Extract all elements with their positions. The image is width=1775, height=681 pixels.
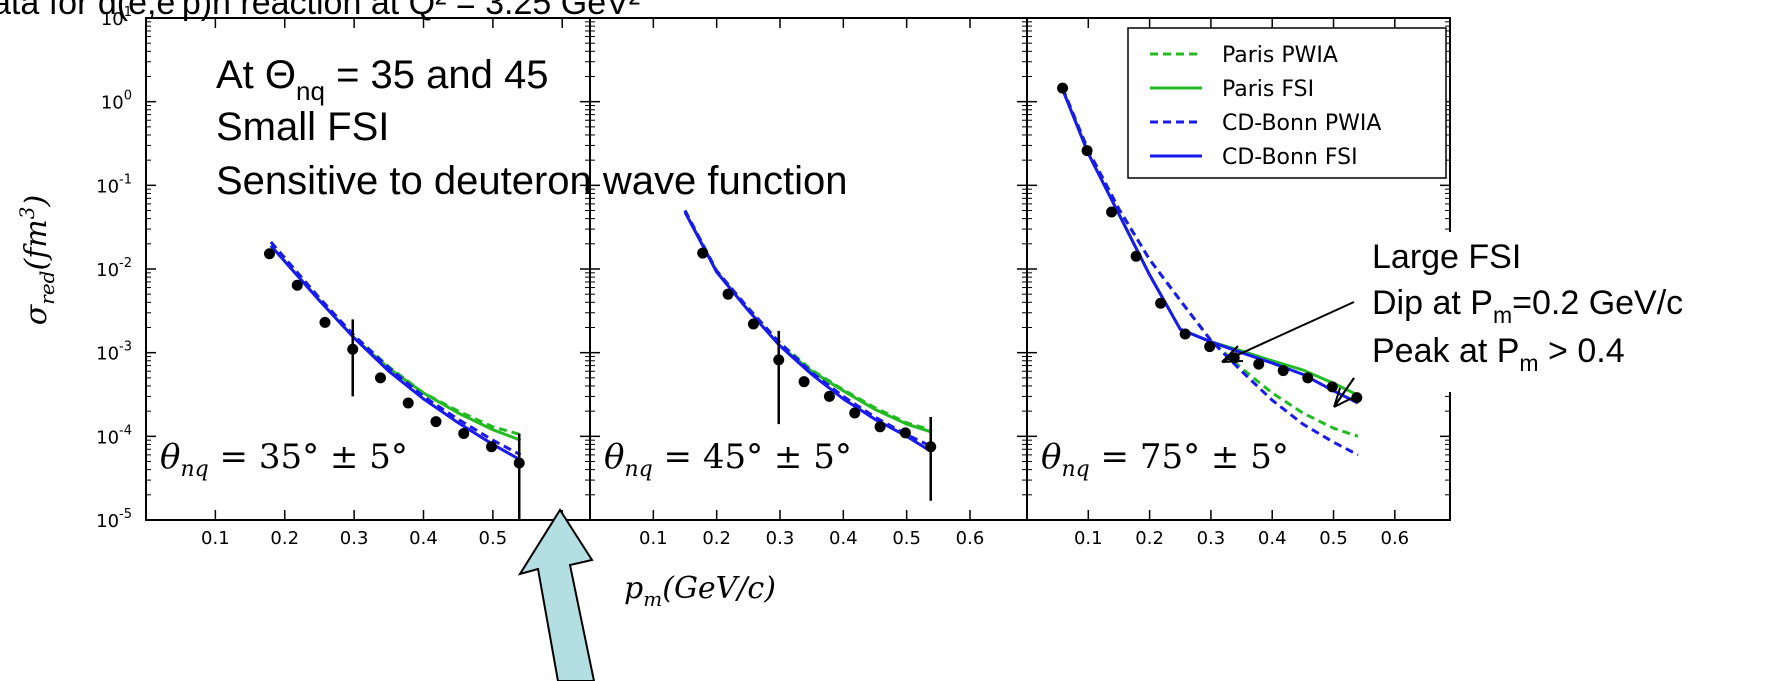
data-point — [1302, 372, 1314, 384]
curve-paris-pwia — [269, 241, 522, 437]
y-tick-label: 10-4 — [96, 423, 132, 448]
curve-cd-bonn-fsi — [683, 211, 933, 454]
y-tick-label: 10-3 — [96, 340, 132, 365]
x-tick-label: 0.3 — [766, 528, 795, 549]
curve-cd-bonn-pwia — [683, 209, 933, 449]
annotation-right-line1: Large FSI — [1372, 238, 1521, 276]
curve-paris-pwia — [683, 209, 933, 432]
x-tick-label: 0.5 — [892, 528, 921, 549]
y-tick-label: 10-1 — [96, 172, 132, 197]
pointer-arrow — [517, 508, 596, 681]
data-point — [1081, 145, 1093, 157]
axis-ticks — [146, 17, 1450, 521]
legend-label: CD-Bonn FSI — [1222, 145, 1358, 170]
x-tick-label: 0.1 — [201, 528, 230, 549]
data-point — [485, 441, 497, 453]
x-tick-label: 0.5 — [479, 528, 508, 549]
data-point — [899, 427, 911, 439]
annotation-right-line3: Peak at Pm > 0.4 — [1372, 332, 1625, 376]
callout-arrows — [1221, 301, 1355, 408]
data-point — [925, 441, 937, 453]
x-tick-label: 0.4 — [409, 528, 438, 549]
data-point — [1351, 392, 1363, 404]
data-point — [773, 354, 785, 366]
callout-arrowhead-peak — [1333, 377, 1355, 408]
data-point — [823, 390, 835, 402]
x-tick-label: 0.3 — [340, 528, 369, 549]
data-point — [1106, 206, 1118, 218]
annotation-left-line1: At Θnq = 35 and 45 — [216, 53, 549, 106]
data-point — [1204, 341, 1216, 353]
data-point — [430, 416, 442, 428]
annotation-right: Large FSI Dip at Pm=0.2 GeV/c Peak at Pm… — [1372, 238, 1683, 376]
curve-cd-bonn-fsi — [269, 244, 522, 462]
annotation-right-background — [1354, 232, 1775, 392]
x-tick-label: 0.2 — [270, 528, 299, 549]
data-point — [798, 376, 810, 388]
data-point — [697, 247, 709, 259]
curve-cd-bonn-pwia — [1061, 87, 1359, 457]
data-point — [1253, 358, 1265, 370]
panel-labels: θnq = 35° ± 5° θnq = 45° ± 5° θnq = 75° ± … — [160, 437, 1289, 482]
x-tick-label: 0.6 — [1381, 528, 1410, 549]
data-point — [513, 457, 525, 469]
data-point — [849, 407, 861, 419]
curve-paris-fsi — [269, 244, 522, 442]
x-tick-label: 0.1 — [639, 528, 668, 549]
data-point — [747, 318, 759, 330]
y-tick-label: 10-5 — [96, 507, 132, 532]
x-axis-label: pm(GeV/c) — [624, 571, 776, 611]
panel-label: θnq = 75° ± 5° — [1041, 437, 1289, 482]
tick-labels: 0.1 0.2 0.3 0.4 0.5 0.6 0.1 0.2 0.3 0.4 0.5 0.6 0.1 0… — [96, 5, 1409, 549]
data-point — [402, 397, 414, 409]
x-tick-label: 0.5 — [1319, 528, 1348, 549]
data-point — [374, 372, 386, 384]
x-tick-label: 0.6 — [956, 528, 985, 549]
legend-label: CD-Bonn PWIA — [1222, 111, 1381, 136]
callout-arrowhead-dip — [1221, 345, 1244, 363]
curve-cd-bonn-pwia — [269, 241, 522, 457]
data-point — [1057, 82, 1069, 94]
data-point — [458, 428, 470, 440]
data-points — [263, 82, 1363, 520]
y-tick-label: 101 — [101, 5, 132, 30]
x-tick-label: 0.1 — [1074, 528, 1103, 549]
data-point — [291, 279, 303, 291]
y-axis-label: σred(fm3) — [15, 195, 59, 325]
panel-label: θnq = 35° ± 5° — [160, 437, 408, 482]
data-point — [1130, 250, 1142, 262]
x-tick-label: 0.2 — [1135, 528, 1164, 549]
x-tick-label: 0.4 — [829, 528, 858, 549]
callout-arrow-dip — [1221, 301, 1355, 363]
x-tick-label: 0.4 — [1258, 528, 1287, 549]
y-tick-label: 100 — [101, 89, 132, 114]
data-point — [874, 421, 886, 433]
annotation-left: At Θnq = 35 and 45 Small FSI Sensitive t… — [216, 53, 848, 203]
data-point — [347, 343, 359, 355]
data-point — [722, 288, 734, 300]
legend-label: Paris FSI — [1222, 77, 1314, 102]
data-point — [1277, 365, 1289, 377]
header-fragment: ata for d(e,e'p)n reaction at Q² = 3.25 … — [0, 0, 640, 22]
data-point — [319, 316, 331, 328]
x-tick-label: 0.3 — [1197, 528, 1226, 549]
curve-paris-fsi — [683, 211, 933, 434]
data-point — [1155, 297, 1167, 309]
data-point — [1326, 381, 1338, 393]
legend-label: Paris PWIA — [1222, 43, 1338, 68]
panel-label: θnq = 45° ± 5° — [604, 437, 852, 482]
data-point — [1179, 328, 1191, 340]
annotation-left-line3: Sensitive to deuteron wave function — [216, 159, 848, 203]
data-point — [263, 248, 275, 260]
annotation-right-line2: Dip at Pm=0.2 GeV/c — [1372, 284, 1683, 328]
annotation-left-line2: Small FSI — [216, 105, 389, 149]
x-tick-label: 0.2 — [702, 528, 731, 549]
y-tick-label: 10-2 — [96, 256, 132, 281]
legend: Paris PWIA Paris FSI CD-Bonn PWIA CD-Bonn F… — [1127, 27, 1447, 179]
